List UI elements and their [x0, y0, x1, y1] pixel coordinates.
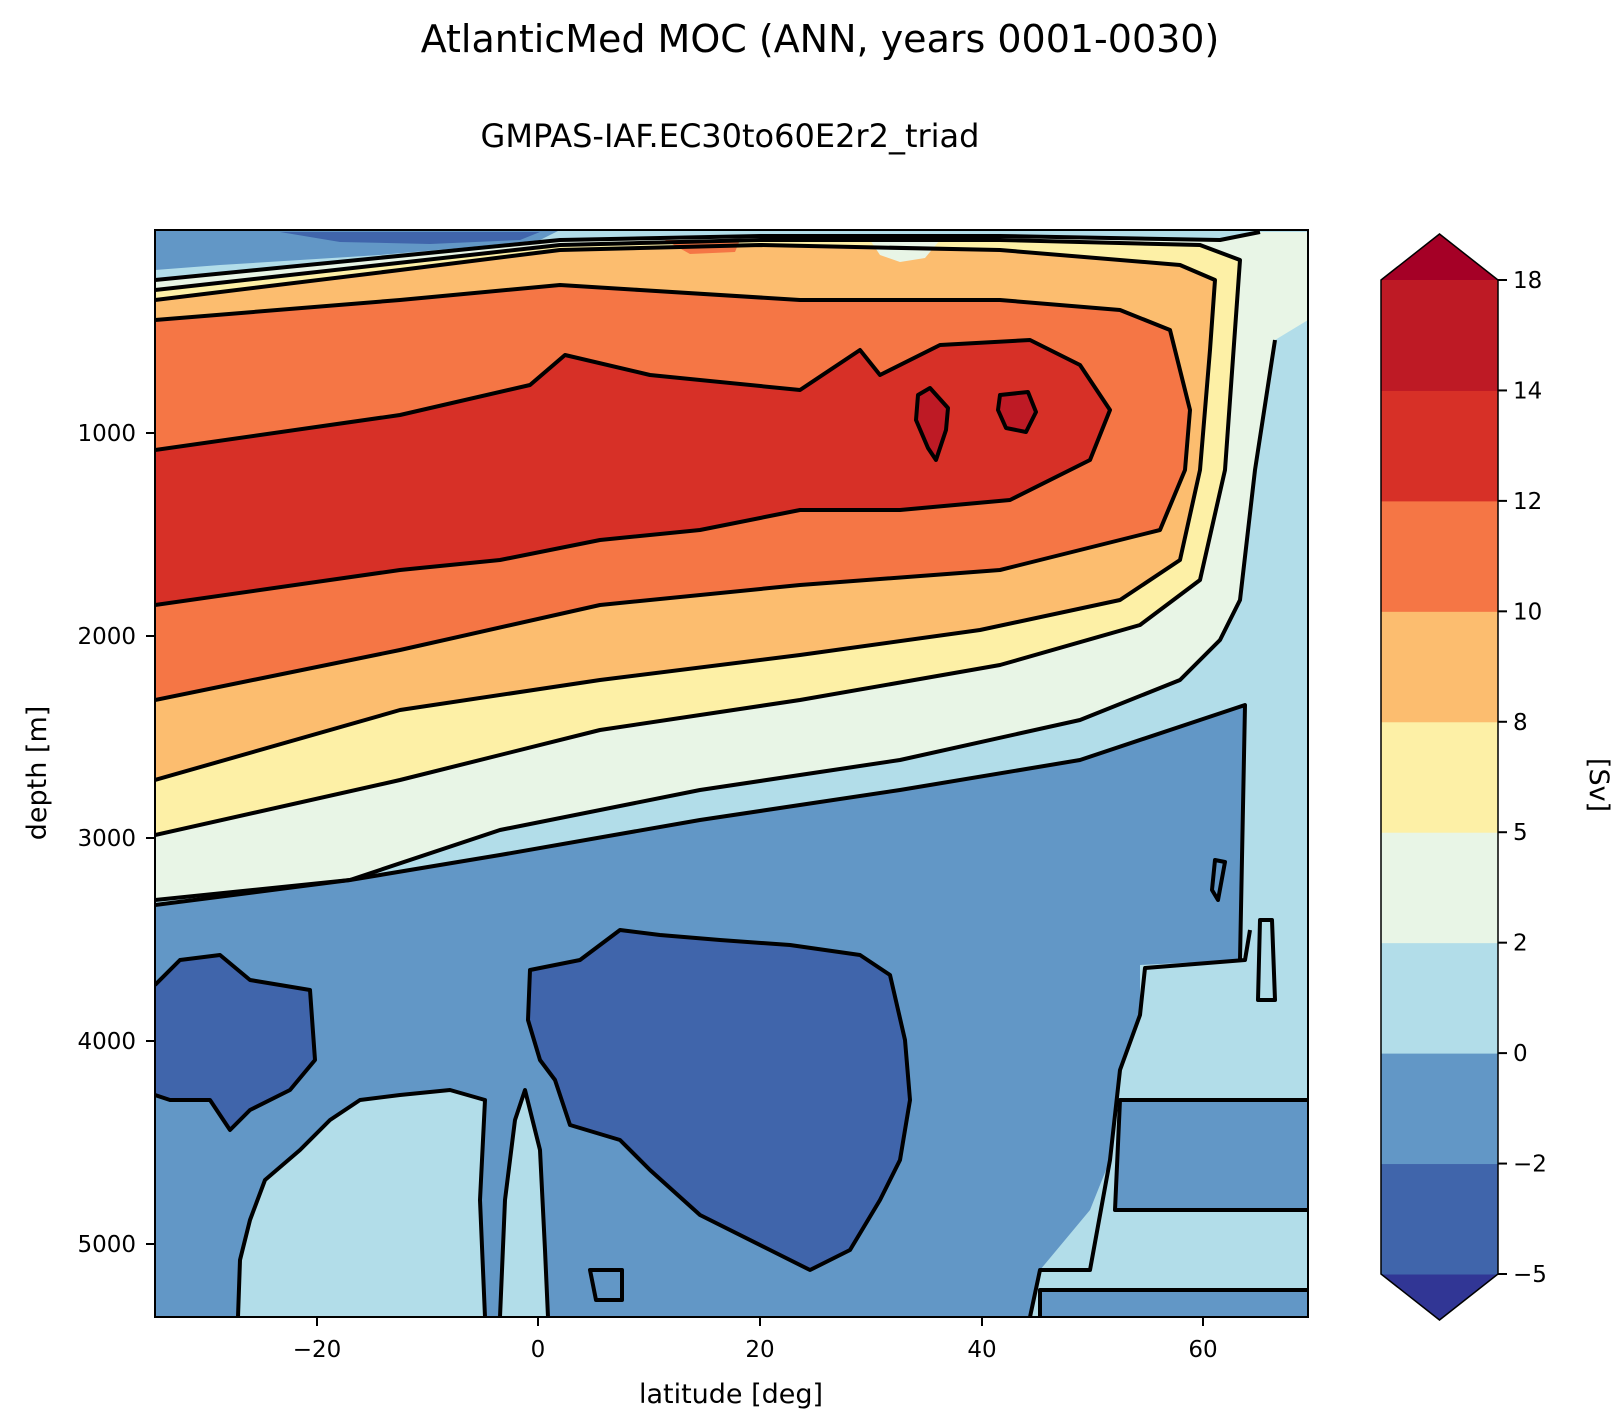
- x-tick-label: 40: [967, 1337, 996, 1363]
- contour-line: [914, 386, 950, 462]
- colorbar-tick-label: 2: [1513, 931, 1528, 957]
- colorbar: −5 −2 0 2 5 8 10 12 14 18 [Sv]: [1380, 233, 1611, 1321]
- colorbar-label: [Sv]: [1583, 758, 1611, 812]
- colorbar-tick-label: 0: [1513, 1041, 1528, 1067]
- x-axis: −20 0 20 40 60 latitude [deg]: [293, 1317, 1218, 1410]
- band-step-right-2: [1115, 1100, 1308, 1210]
- colorbar-tick-label: 8: [1513, 710, 1528, 736]
- chart-title: AtlanticMed MOC (ANN, years 0001-0030): [421, 17, 1220, 61]
- contour-plot-area: [155, 230, 1308, 1317]
- contour-lines: [155, 230, 1308, 1317]
- colorbar-tick-label: −5: [1513, 1262, 1547, 1288]
- colorbar-tick-label: 10: [1513, 599, 1542, 625]
- colorbar-tick-label: 5: [1513, 820, 1528, 846]
- y-tick-label: 5000: [77, 1232, 136, 1258]
- band-deep-strong-negative-main: [528, 930, 910, 1270]
- band-deep-strong-negative-south: [155, 955, 315, 1130]
- contour-line: [155, 953, 317, 1132]
- y-tick-label: 2000: [77, 624, 136, 650]
- colorbar-band: [1381, 721, 1498, 833]
- colorbar-ticks: −5 −2 0 2 5 8 10 12 14 18: [1498, 268, 1547, 1288]
- contour-line: [996, 390, 1038, 434]
- plot-frame: [154, 229, 1309, 1318]
- x-tick-label: −20: [293, 1337, 342, 1363]
- colorbar-band: [1381, 832, 1498, 944]
- contour-line: [1038, 1288, 1308, 1317]
- y-axis-label: depth [m]: [22, 706, 53, 841]
- y-tick-label: 3000: [77, 826, 136, 852]
- colorbar-tick-label: 18: [1513, 268, 1542, 294]
- band-surface-cell-right: [870, 240, 940, 262]
- colorbar-tick-label: 14: [1513, 378, 1542, 404]
- y-axis: 1000 2000 3000 4000 5000 depth [m]: [22, 421, 155, 1258]
- colorbar-band: [1381, 390, 1498, 502]
- chart-subtitle: GMPAS-IAF.EC30to60E2r2_triad: [481, 117, 980, 155]
- x-tick-label: 20: [745, 1337, 774, 1363]
- colorbar-extend-low: [1381, 1274, 1498, 1320]
- colorbar-band: [1381, 280, 1498, 391]
- band-surface-strong-negative: [280, 232, 540, 244]
- x-tick-label: 0: [531, 1337, 546, 1363]
- colorbar-band: [1381, 942, 1498, 1054]
- contour-line: [155, 338, 1112, 607]
- contour-line: [155, 230, 1277, 902]
- x-axis-label: latitude [deg]: [639, 1379, 823, 1410]
- contour-line: [1028, 929, 1252, 1317]
- contour-line: [1210, 858, 1227, 902]
- colorbar-extend-high: [1381, 234, 1498, 280]
- colorbar-band: [1381, 1163, 1498, 1275]
- colorbar-band: [1381, 1053, 1498, 1165]
- colorbar-tick-label: −2: [1513, 1152, 1547, 1178]
- contour-line: [236, 1088, 487, 1317]
- contour-line: [155, 703, 1247, 961]
- contour-line: [588, 1268, 624, 1302]
- band-14-to-18-b: [998, 392, 1036, 432]
- band-deep-positive-left: [238, 1090, 485, 1317]
- colorbar-tick-label: 12: [1513, 489, 1542, 515]
- colorbar-band: [1381, 611, 1498, 723]
- band-step-right-3: [1040, 1290, 1308, 1317]
- contour-line: [498, 1088, 550, 1317]
- x-tick-label: 60: [1188, 1337, 1217, 1363]
- colorbar-bands: [1380, 233, 1499, 1321]
- y-tick-label: 4000: [77, 1029, 136, 1055]
- contour-line: [155, 238, 1242, 837]
- band-12-to-14: [155, 340, 1110, 605]
- contour-line: [155, 243, 1217, 782]
- contour-line: [1256, 918, 1277, 1002]
- colorbar-band: [1381, 500, 1498, 612]
- contour-line: [155, 283, 1192, 702]
- contour-line: [1113, 1098, 1308, 1212]
- contour-line: [526, 928, 912, 1272]
- y-tick-label: 1000: [77, 421, 136, 447]
